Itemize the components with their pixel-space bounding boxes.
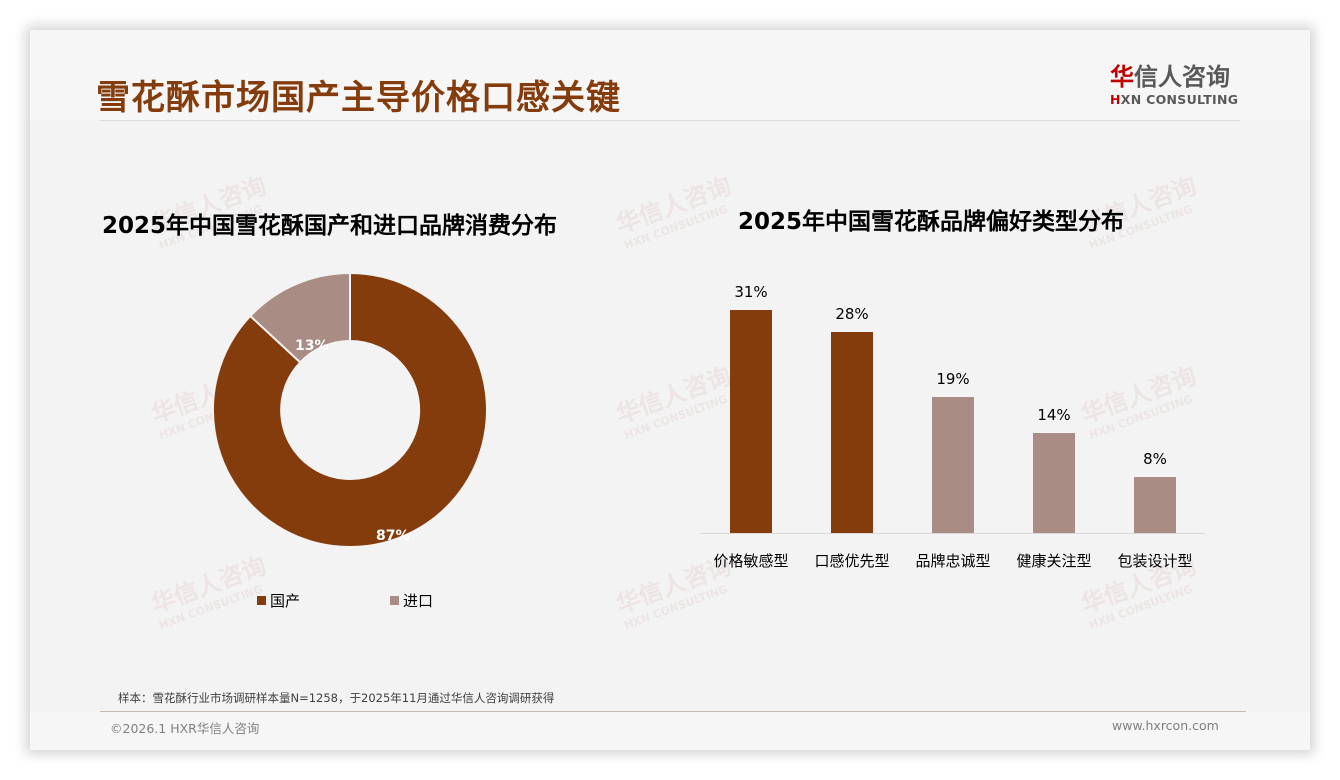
logo-name: 信人咨询 xyxy=(1134,63,1230,91)
legend-item-imported: 进口 xyxy=(390,590,433,611)
logo-chinese: 华信人咨询 xyxy=(1110,63,1240,91)
donut-label-imported: 13% xyxy=(295,338,329,354)
donut-chart: 87% 13% xyxy=(212,271,488,548)
title-divider xyxy=(100,120,1240,121)
bar-value-label: 8% xyxy=(1143,450,1167,468)
logo-english: HXN CONSULTING xyxy=(1110,92,1240,107)
footer-divider xyxy=(100,711,1246,712)
bar-taste-first xyxy=(831,332,873,533)
bar-packaging-design xyxy=(1134,477,1176,533)
donut-slice-domestic xyxy=(212,271,488,548)
donut-label-domestic: 87% xyxy=(376,528,410,544)
header-band xyxy=(30,30,1310,120)
bar-value-label: 28% xyxy=(835,305,869,323)
sample-note: 样本：雪花酥行业市场调研样本量N=1258，于2025年11月通过华信人咨询调研… xyxy=(118,691,555,705)
bar-chart-title: 2025年中国雪花酥品牌偏好类型分布 xyxy=(738,209,1125,235)
bar-category-label: 包装设计型 xyxy=(1117,552,1193,570)
watermark: 华信人咨询 HXN CONSULTING xyxy=(147,551,270,633)
logo-en-mark: H xyxy=(1110,92,1121,107)
logo-en-name: XN CONSULTING xyxy=(1120,92,1239,107)
page-title: 雪花酥市场国产主导价格口感关键 xyxy=(96,78,621,118)
legend-label: 进口 xyxy=(403,592,434,610)
copyright-text: ©2026.1 HXR华信人咨询 xyxy=(110,721,260,736)
bar-category-label: 口感优先型 xyxy=(814,552,890,570)
donut-chart-title: 2025年中国雪花酥国产和进口品牌消费分布 xyxy=(102,213,558,239)
bar-value-label: 31% xyxy=(734,283,768,301)
website-link[interactable]: www.hxrcon.com xyxy=(1112,718,1219,733)
legend-swatch-icon xyxy=(257,596,266,605)
bar-health-focused xyxy=(1033,433,1075,533)
bar-price-sensitive xyxy=(730,310,772,533)
bar-category-label: 价格敏感型 xyxy=(713,552,789,570)
footer-band xyxy=(30,712,1310,750)
bar-chart: 31% 价格敏感型 28% 口感优先型 19% 品牌忠诚型 14% 健康关注型 … xyxy=(700,270,1205,570)
legend-swatch-icon xyxy=(390,596,399,605)
slide: 雪花酥市场国产主导价格口感关键 华信人咨询 HXN CONSULTING 华信人… xyxy=(30,30,1310,750)
bar-category-label: 品牌忠诚型 xyxy=(915,552,991,570)
legend-item-domestic: 国产 xyxy=(257,590,300,611)
bar-category-label: 健康关注型 xyxy=(1016,552,1092,570)
watermark: 华信人咨询 HXN CONSULTING xyxy=(612,171,735,253)
donut-slice-imported xyxy=(248,271,351,364)
logo-mark-char: 华 xyxy=(1110,63,1134,91)
bar-value-label: 19% xyxy=(936,370,970,388)
bar-brand-loyal xyxy=(932,397,974,533)
company-logo: 华信人咨询 HXN CONSULTING xyxy=(1110,63,1240,107)
donut-svg xyxy=(212,271,488,548)
x-axis-line xyxy=(700,533,1205,534)
legend-label: 国产 xyxy=(270,592,301,610)
bar-value-label: 14% xyxy=(1037,406,1071,424)
